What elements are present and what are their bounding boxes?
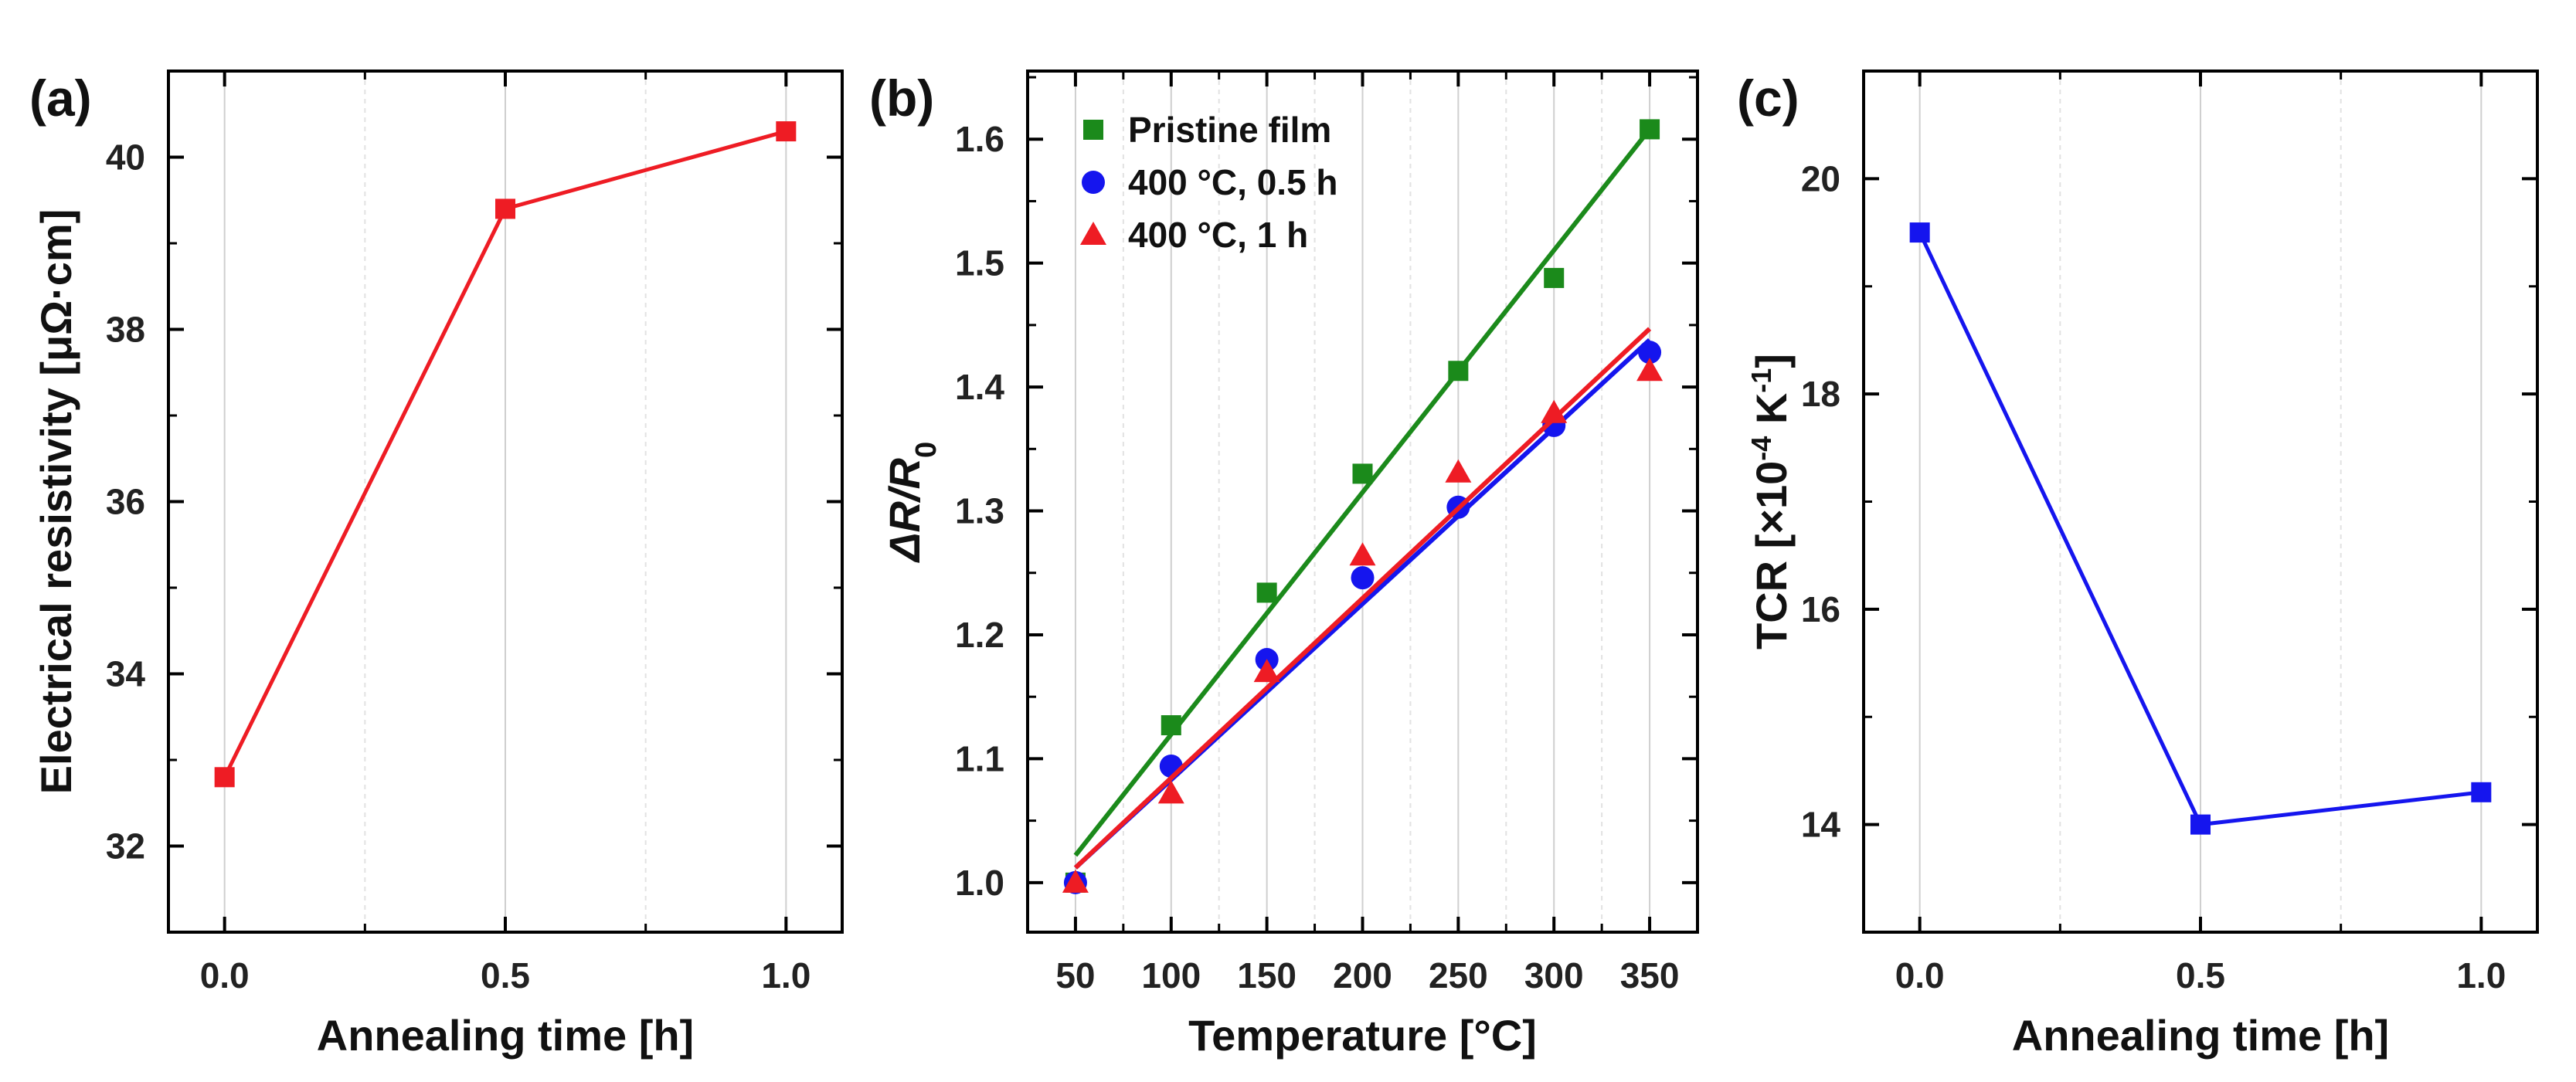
data-point-2-3 [1349, 542, 1376, 566]
y-tick-label-1: 1.1 [955, 738, 1004, 778]
y-axis-title: ΔR/R0 [880, 442, 943, 563]
legend: Pristine film 400 °C, 0.5 h 400 °C, 1 h [1080, 110, 1338, 255]
y-axis-title-main: TCR [×10 [1747, 461, 1796, 650]
x-tick-label-4: 250 [1429, 955, 1488, 996]
data-point-2-1 [1157, 780, 1184, 804]
legend-marker-0 [1083, 120, 1103, 140]
y-axis-title-sup1: -4 [1745, 436, 1777, 461]
y-tick-label-6: 1.6 [955, 119, 1004, 159]
data-point-0-2 [776, 121, 797, 142]
x-axis-title: Annealing time [h] [2012, 1011, 2389, 1060]
y-axis-title-main: ΔR/R [880, 457, 929, 563]
legend-label-0: Pristine film [1128, 110, 1331, 150]
data-point-0-1 [495, 198, 515, 219]
y-axis: 14 16 18 20 [1801, 158, 2537, 845]
data-point-2-0 [1062, 869, 1089, 893]
panel-c: 0.0 0.5 1.0 14 16 18 20 Annealing time [h] TCR [… [1737, 70, 2539, 1060]
x-axis-title: Annealing time [h] [317, 1011, 694, 1060]
y-tick-label-2: 1.2 [955, 615, 1004, 655]
panel-label: (a) [29, 70, 92, 127]
y-axis: 1.0 1.1 1.2 1.3 1.4 1.5 1.6 [955, 76, 1698, 903]
y-tick-label-2: 18 [1801, 374, 1840, 414]
y-axis-title-sup2: -1 [1745, 368, 1777, 393]
series-2 [1062, 327, 1664, 893]
data-point-0-2 [2471, 782, 2492, 802]
y-tick-label-4: 40 [106, 137, 145, 178]
y-tick-label-5: 1.5 [955, 243, 1004, 283]
y-axis-title: Electrical resistivity [μΩ·cm] [32, 209, 80, 795]
panel-a: 0.0 0.5 1.0 32 34 36 38 40 Annealing time [h] Ele… [29, 70, 844, 1060]
data-point-0-4 [1448, 361, 1469, 382]
y-axis-title-sub: 0 [910, 442, 943, 458]
panel-label: (b) [869, 70, 934, 127]
x-tick-label-1: 0.5 [2176, 955, 2225, 996]
x-tick-label-6: 350 [1620, 955, 1680, 996]
x-axis: 50 100 150 200 250 300 350 [1055, 71, 1679, 996]
data-point-2-2 [1253, 659, 1280, 683]
y-tick-label-0: 32 [106, 826, 145, 867]
x-tick-label-5: 300 [1524, 955, 1584, 996]
data-point-0-6 [1640, 119, 1660, 140]
legend-label-2: 400 °C, 1 h [1128, 215, 1308, 255]
y-tick-label-4: 1.4 [955, 367, 1004, 407]
x-tick-label-0: 0.0 [1895, 955, 1945, 996]
y-axis-title-mid: K [1747, 393, 1796, 436]
panel-b: 50 100 150 200 250 300 3501.01.11.21.31.41.51.… [869, 70, 1699, 1060]
data-point-2-5 [1541, 399, 1568, 423]
y-tick-label-1: 34 [106, 654, 146, 694]
series-0 [214, 121, 797, 788]
x-tick-label-2: 150 [1237, 955, 1296, 996]
x-tick-label-2: 1.0 [761, 955, 811, 996]
y-tick-label-3: 38 [106, 310, 145, 350]
legend-marker-1 [1082, 171, 1105, 194]
x-tick-label-1: 0.5 [481, 955, 530, 996]
data-point-0-5 [1544, 267, 1565, 288]
y-axis-title-end: ] [1747, 354, 1796, 368]
x-tick-label-2: 1.0 [2456, 955, 2506, 996]
data-point-0-2 [1256, 582, 1277, 603]
legend-label-1: 400 °C, 0.5 h [1128, 162, 1338, 202]
data-point-1-3 [1351, 566, 1375, 590]
data-point-1-6 [1638, 341, 1662, 365]
data-point-0-1 [2190, 814, 2211, 835]
y-tick-label-1: 16 [1801, 589, 1840, 629]
legend-marker-2 [1080, 222, 1106, 245]
data-point-1-1 [1159, 755, 1183, 778]
x-axis: 0.0 0.5 1.0 [1895, 71, 2506, 996]
x-tick-label-0: 0.0 [200, 955, 250, 996]
series-0 [1909, 222, 2492, 835]
x-tick-label-0: 50 [1055, 955, 1095, 996]
x-tick-label-3: 200 [1333, 955, 1392, 996]
y-axis: 32 34 36 38 40 [106, 137, 842, 867]
data-point-2-6 [1636, 358, 1664, 382]
data-point-0-0 [1909, 222, 1930, 243]
x-axis-title: Temperature [°C] [1188, 1011, 1537, 1060]
x-tick-label-1: 100 [1141, 955, 1201, 996]
y-tick-label-0: 14 [1801, 805, 1841, 845]
y-tick-label-3: 20 [1801, 158, 1840, 198]
y-tick-label-2: 36 [106, 482, 145, 522]
data-point-0-3 [1352, 463, 1373, 484]
x-axis: 0.0 0.5 1.0 [200, 71, 811, 996]
data-point-0-0 [214, 767, 235, 788]
y-tick-label-3: 1.3 [955, 491, 1004, 531]
data-point-2-4 [1445, 459, 1472, 483]
panel-label: (c) [1737, 70, 1799, 127]
data-point-0-1 [1161, 715, 1181, 736]
y-axis-title: TCR [×10-4 K-1] [1745, 354, 1796, 650]
y-tick-label-0: 1.0 [955, 863, 1004, 903]
series-0 [1065, 119, 1660, 893]
